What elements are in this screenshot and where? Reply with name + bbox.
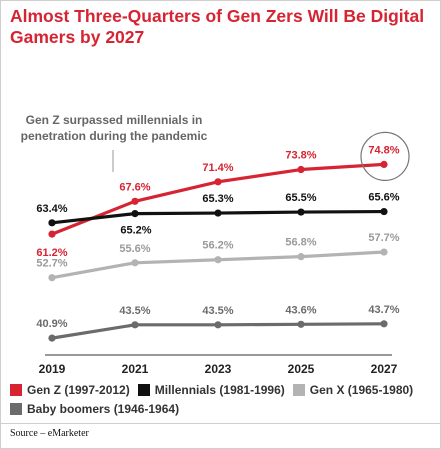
- source-divider: [0, 423, 441, 424]
- data-label: 73.8%: [285, 150, 316, 162]
- line-chart: 2019 2021 2023 2025 2027 61.2% 67.6% 71.4% 73.8%…: [36, 131, 410, 376]
- data-label: 56.8%: [285, 237, 316, 249]
- legend-row-1: Gen Z (1997-2012) Millennials (1981-1996…: [10, 380, 435, 399]
- data-label: 63.4%: [36, 203, 67, 215]
- data-label: 43.5%: [119, 305, 150, 317]
- legend-row-2: Baby boomers (1946-1964): [10, 399, 435, 418]
- data-label: 56.2%: [202, 240, 233, 252]
- x-tick-label: 2025: [288, 362, 315, 376]
- data-label: 65.6%: [368, 192, 399, 204]
- data-label: 57.7%: [368, 232, 399, 244]
- legend-swatch: [137, 383, 150, 396]
- x-tick-label: 2021: [122, 362, 149, 376]
- data-point: [48, 334, 56, 342]
- data-label: 74.8%: [368, 144, 399, 156]
- data-point: [48, 274, 56, 282]
- data-point: [380, 248, 388, 256]
- x-tick-label: 2023: [205, 362, 232, 376]
- data-label: 40.9%: [36, 318, 67, 330]
- chart-legend: Gen Z (1997-2012) Millennials (1981-1996…: [10, 380, 435, 418]
- data-label: 43.6%: [285, 304, 316, 316]
- data-point: [214, 321, 222, 329]
- data-point: [297, 253, 305, 261]
- data-label: 43.5%: [202, 305, 233, 317]
- chart-title: Almost Three-Quarters of Gen Zers Will B…: [10, 6, 425, 47]
- data-point: [131, 210, 139, 218]
- data-label: 55.6%: [119, 243, 150, 255]
- data-point: [297, 320, 305, 328]
- data-point: [380, 160, 388, 168]
- data-point: [380, 320, 388, 328]
- data-point: [48, 219, 56, 227]
- legend-label: Millennials (1981-1996): [154, 382, 285, 397]
- legend-label: Gen Z (1997-2012): [27, 382, 130, 397]
- highlight-ring: [360, 131, 410, 181]
- data-point: [297, 165, 305, 174]
- legend-item-gen-z: Gen Z (1997-2012): [10, 383, 130, 397]
- data-point: [214, 209, 222, 217]
- data-label: 65.5%: [285, 192, 316, 204]
- data-label: 71.4%: [202, 162, 233, 174]
- legend-label: Baby boomers (1946-1964): [27, 401, 180, 416]
- data-label: 61.2%: [36, 247, 67, 259]
- x-tick-label: 2019: [39, 362, 66, 376]
- data-label: 43.7%: [368, 304, 399, 316]
- data-label: 65.2%: [120, 225, 151, 237]
- data-point: [131, 259, 139, 267]
- legend-item-gen-x: Gen X (1965-1980): [292, 382, 414, 397]
- data-point: [214, 256, 222, 264]
- x-tick-label: 2027: [371, 362, 398, 376]
- series-line: [50, 250, 386, 280]
- source-note: Source – eMarketer: [10, 428, 89, 439]
- data-label: 65.3%: [202, 193, 233, 205]
- data-label: 67.6%: [119, 181, 150, 193]
- legend-swatch: [10, 383, 22, 396]
- data-point: [131, 321, 139, 329]
- chart-annotation: Gen Z surpassed millennials in penetrati…: [20, 113, 208, 143]
- data-point: [297, 208, 305, 216]
- legend-label: Gen X (1965-1980): [309, 382, 414, 397]
- data-point: [131, 197, 139, 205]
- data-label: 52.7%: [36, 258, 67, 270]
- data-point: [214, 178, 222, 186]
- legend-swatch: [10, 402, 22, 415]
- data-point: [48, 230, 56, 238]
- legend-swatch: [292, 383, 305, 396]
- legend-item-baby-boomers: Baby boomers (1946-1964): [10, 402, 179, 416]
- legend-item-millennials: Millennials (1981-1996): [137, 382, 285, 397]
- data-point: [380, 207, 388, 216]
